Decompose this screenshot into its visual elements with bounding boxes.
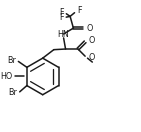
Text: HN: HN <box>57 30 69 39</box>
Text: O: O <box>88 53 94 62</box>
Text: Br: Br <box>7 56 16 65</box>
Text: O: O <box>88 36 94 45</box>
Text: O: O <box>86 24 92 33</box>
Text: F: F <box>60 8 64 17</box>
Text: HO: HO <box>0 72 13 81</box>
Text: F: F <box>77 6 82 15</box>
Text: Br: Br <box>9 88 18 97</box>
Text: F: F <box>59 13 64 22</box>
